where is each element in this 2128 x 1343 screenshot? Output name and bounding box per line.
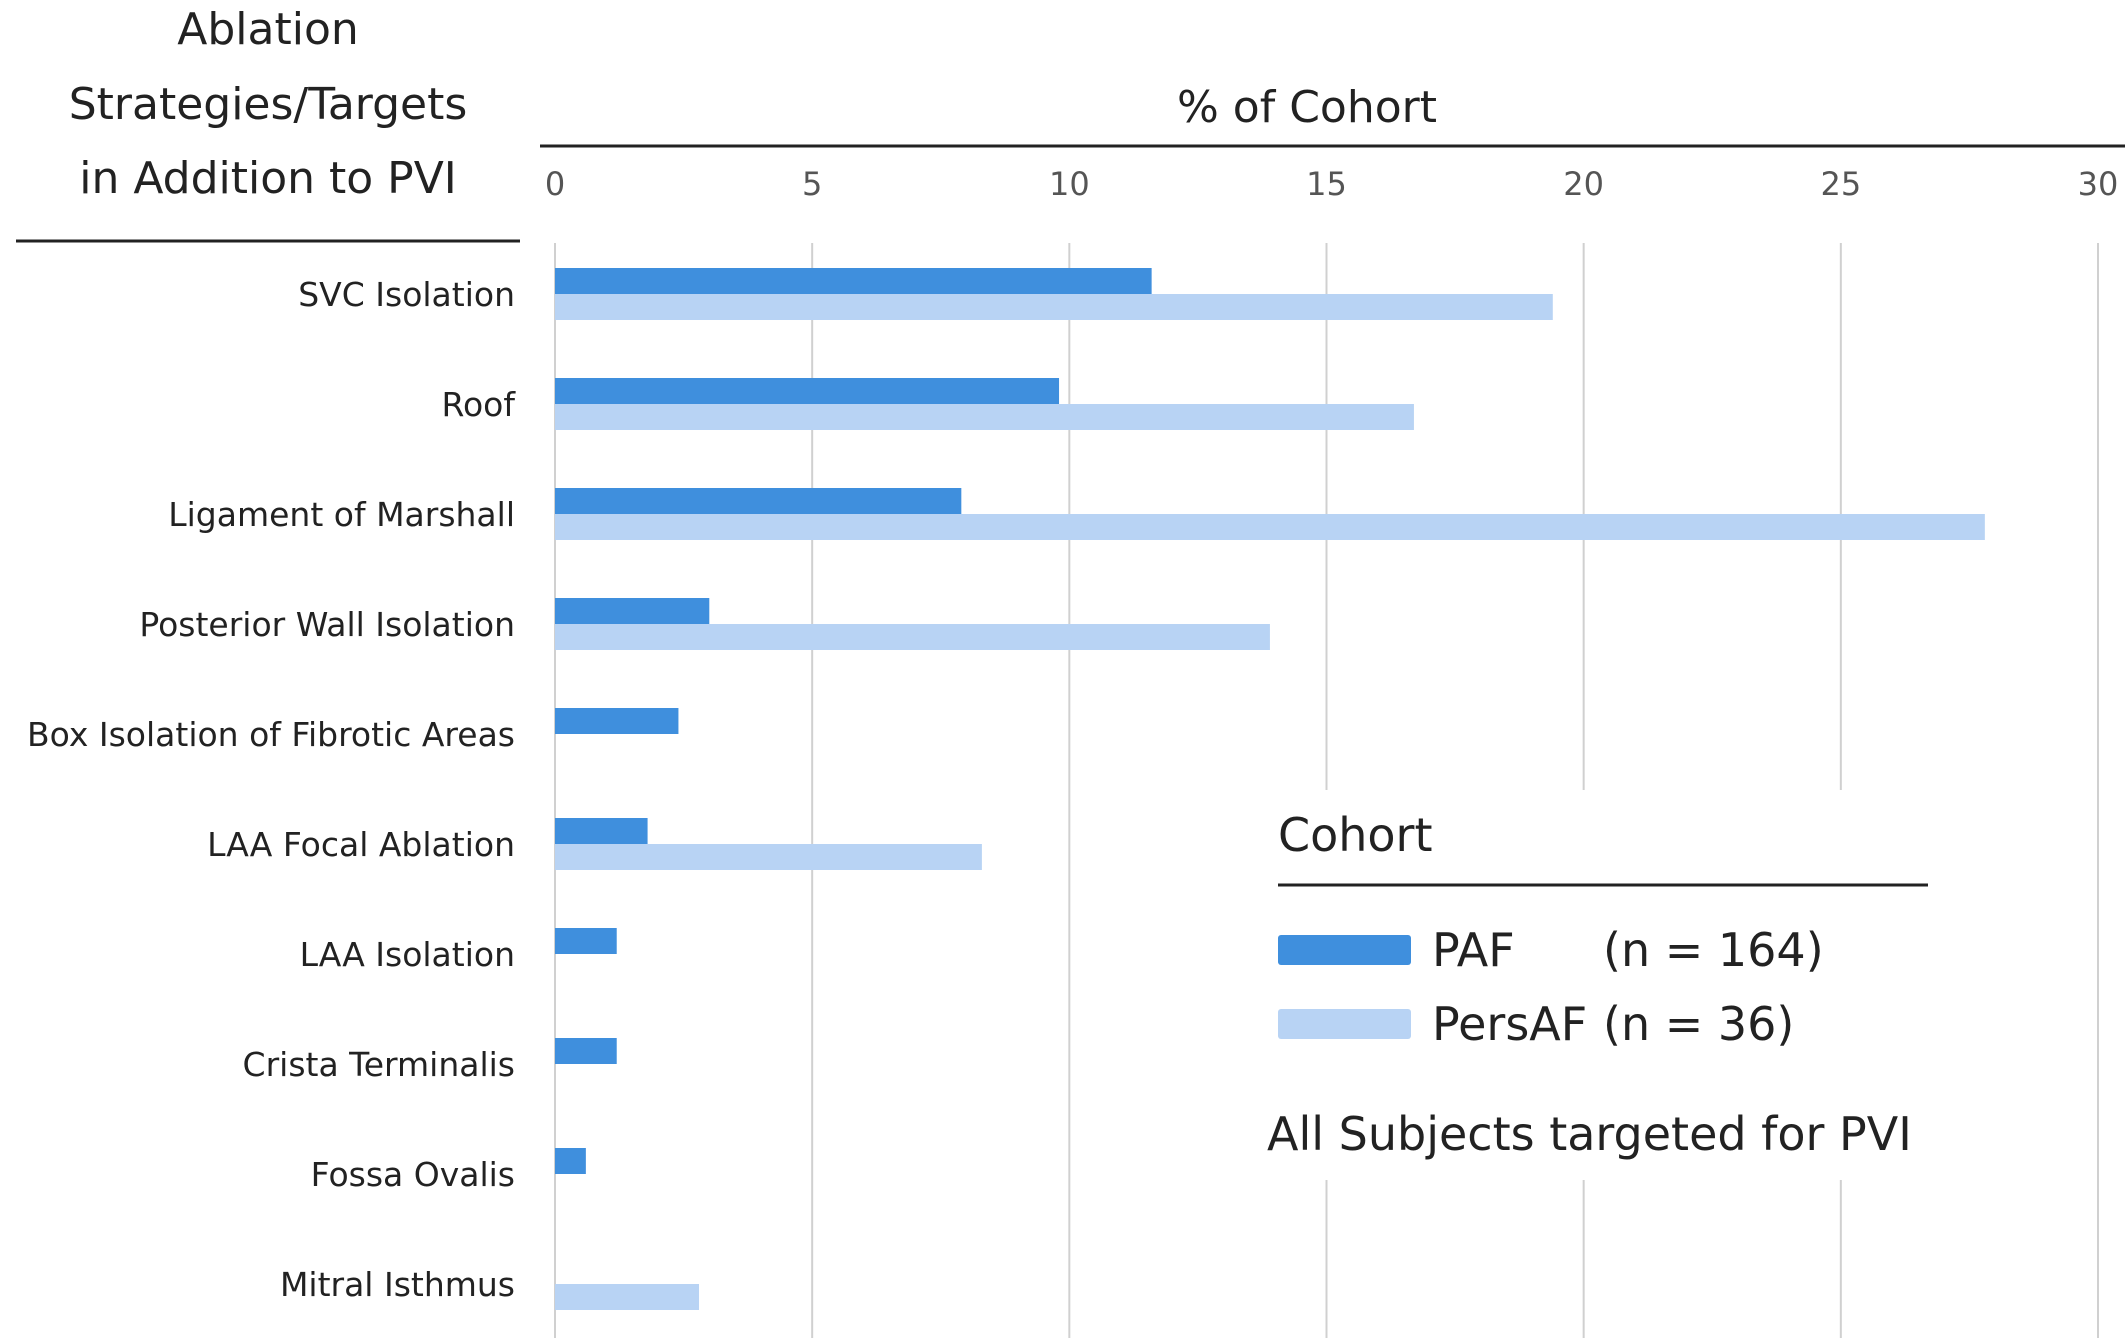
category-label: Fossa Ovalis [311,1155,515,1194]
bar-persaf [555,404,1414,430]
row-header-line-1: Ablation [177,4,359,55]
legend-count-paf: (n = 164) [1603,923,1824,977]
category-label: SVC Isolation [298,275,515,314]
legend-swatch-persaf [1278,1009,1411,1039]
bar-paf [555,1148,586,1174]
bar-persaf [555,844,982,870]
bar-paf [555,378,1060,404]
category-label: Box Isolation of Fibrotic Areas [27,715,515,754]
bar-persaf [555,514,1985,540]
legend-count-persaf: (n = 36) [1603,997,1794,1051]
category-label: Mitral Isthmus [280,1265,515,1304]
annotation-all-subjects: All Subjects targeted for PVI [1267,1107,1912,1161]
x-tick-label: 25 [1820,165,1861,203]
category-label: Crista Terminalis [243,1045,515,1084]
row-header-line-2: Strategies/Targets [69,79,468,130]
legend-title: Cohort [1278,808,1433,862]
row-header-line-3: in Addition to PVI [79,153,457,204]
bars [555,268,1985,1310]
category-label: Posterior Wall Isolation [139,605,515,644]
category-label: LAA Isolation [300,935,515,974]
legend-label-paf: PAF [1432,923,1515,977]
bar-paf [555,818,648,844]
category-label: LAA Focal Ablation [207,825,515,864]
x-tick-labels: 0 5 10 15 20 25 30 [545,165,2119,203]
x-tick-label: 15 [1306,165,1347,203]
legend-swatch-paf [1278,935,1411,965]
x-tick-label: 10 [1049,165,1090,203]
x-axis-title: % of Cohort [1177,82,1437,133]
bar-persaf [555,294,1553,320]
legend-background [1255,790,1955,1180]
legend: Cohort PAF (n = 164) PersAF (n = 36) All… [1267,808,1928,1161]
x-tick-label: 30 [2078,165,2119,203]
bar-paf [555,598,710,624]
bar-paf [555,268,1152,294]
x-tick-label: 0 [545,165,565,203]
category-labels: SVC Isolation Roof Ligament of Marshall Pos… [27,275,516,1304]
legend-label-persaf: PersAF [1432,997,1587,1051]
bar-persaf [555,624,1270,650]
bar-paf [555,1038,617,1064]
x-tick-label: 5 [802,165,822,203]
bar-persaf [555,1284,700,1310]
category-label: Ligament of Marshall [168,495,515,534]
category-label: Roof [442,385,517,424]
bar-paf [555,488,962,514]
bar-paf [555,708,679,734]
bar-paf [555,928,617,954]
x-tick-label: 20 [1563,165,1604,203]
